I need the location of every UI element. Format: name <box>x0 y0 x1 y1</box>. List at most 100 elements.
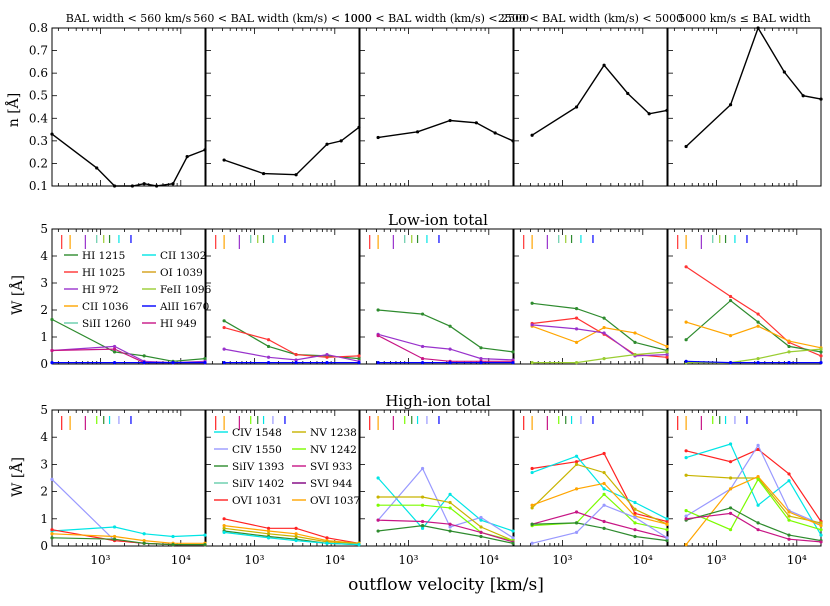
data-point <box>756 320 760 324</box>
data-point <box>479 518 483 522</box>
y-tick-label: 0 <box>40 357 48 371</box>
data-point <box>819 533 823 537</box>
data-point <box>787 514 791 518</box>
data-point <box>325 142 329 146</box>
panel-frame-low-4 <box>513 228 668 365</box>
data-point <box>222 361 226 365</box>
data-point <box>420 344 425 349</box>
data-point <box>633 352 637 357</box>
panel-frame-high-5 <box>667 409 822 547</box>
data-point <box>602 519 606 524</box>
data-point <box>602 487 606 491</box>
series-line-n-5-n <box>685 26 822 148</box>
data-point <box>633 521 637 525</box>
y-tick-label: 2 <box>40 485 48 499</box>
data-point <box>185 155 189 159</box>
data-point <box>511 529 515 533</box>
data-point <box>819 361 823 365</box>
data-point <box>222 158 226 162</box>
legend-label: SiIV 1393 <box>232 461 284 473</box>
panel-title-2: 560 < BAL width (km/s) < 1000 <box>193 12 371 25</box>
data-point <box>448 324 452 328</box>
panel-frame-n-5 <box>667 27 822 187</box>
data-point <box>574 316 579 320</box>
data-point <box>602 331 606 335</box>
y-tick-label: 0.5 <box>29 89 48 103</box>
data-point <box>756 324 760 328</box>
data-point <box>511 536 515 540</box>
data-point <box>112 344 117 349</box>
data-point <box>448 522 452 526</box>
data-point <box>50 348 54 353</box>
data-point <box>574 530 579 535</box>
legend-label: NV 1242 <box>310 444 357 456</box>
y-tick-label: 4 <box>40 249 48 263</box>
data-point <box>50 361 54 365</box>
data-point <box>728 487 733 491</box>
panel-frame-high-1 <box>51 409 206 547</box>
data-point <box>222 530 226 535</box>
series-line-high-3-SiIV-1393 <box>378 524 514 544</box>
legend-label: SVI 944 <box>310 478 353 490</box>
data-point <box>112 534 117 539</box>
data-point <box>357 543 361 547</box>
data-point <box>325 355 329 359</box>
series-line-low-4-CII-1036 <box>531 325 668 347</box>
series-line-high-5-CIV-1548 <box>685 443 822 536</box>
y-tick-label: 0 <box>40 539 48 553</box>
data-point <box>728 511 733 515</box>
x-tick-label: 10⁴ <box>633 553 653 567</box>
data-point <box>294 526 298 530</box>
y-tick-label: 5 <box>40 222 48 236</box>
panel-frame-low-2 <box>205 228 360 365</box>
data-point <box>266 529 271 533</box>
data-point <box>602 357 606 361</box>
data-point <box>112 347 117 351</box>
legend-label: HI 949 <box>160 318 197 330</box>
data-point <box>633 500 637 505</box>
data-point <box>574 521 579 525</box>
data-point <box>325 352 329 357</box>
legend-label: SiII 1260 <box>82 318 131 330</box>
data-point <box>602 451 606 456</box>
data-point <box>756 447 760 452</box>
legend-label: OVI 1031 <box>232 495 282 507</box>
data-point <box>420 361 425 365</box>
data-point <box>782 70 786 74</box>
data-point <box>142 532 146 536</box>
data-point <box>574 487 579 491</box>
series-line-high-3-NV-1238 <box>378 496 514 542</box>
data-point <box>728 361 733 365</box>
series-line-high-5-OVI-1031 <box>685 448 822 522</box>
panel-title-3: 1000 < BAL width (km/s) < 2500 <box>344 12 529 25</box>
data-point <box>574 454 579 458</box>
data-point <box>203 357 207 361</box>
data-point <box>684 543 688 547</box>
legend-label: OVI 1037 <box>310 495 360 507</box>
y-tick-label: 0.6 <box>29 66 48 80</box>
data-point <box>602 503 606 507</box>
data-point <box>266 536 271 540</box>
data-point <box>112 361 117 365</box>
panel-title-5: 5000 km/s ≤ BAL width <box>678 12 810 25</box>
data-point <box>665 352 669 357</box>
data-point <box>376 476 380 480</box>
data-point <box>376 334 380 338</box>
y-tick-label: 0.7 <box>29 44 48 58</box>
legend-label: CIV 1550 <box>232 444 282 456</box>
data-point <box>203 148 207 152</box>
data-point <box>511 350 515 354</box>
data-point <box>130 184 134 188</box>
data-point <box>633 331 637 335</box>
data-point <box>684 473 688 477</box>
y-tick-label: 0.8 <box>29 21 48 35</box>
legend-label: CII 1036 <box>82 301 129 313</box>
data-point <box>756 443 760 447</box>
data-point <box>530 323 534 327</box>
data-point <box>266 532 271 536</box>
data-point <box>50 532 54 536</box>
data-point <box>819 354 823 358</box>
data-point <box>665 519 669 524</box>
data-point <box>203 533 207 537</box>
